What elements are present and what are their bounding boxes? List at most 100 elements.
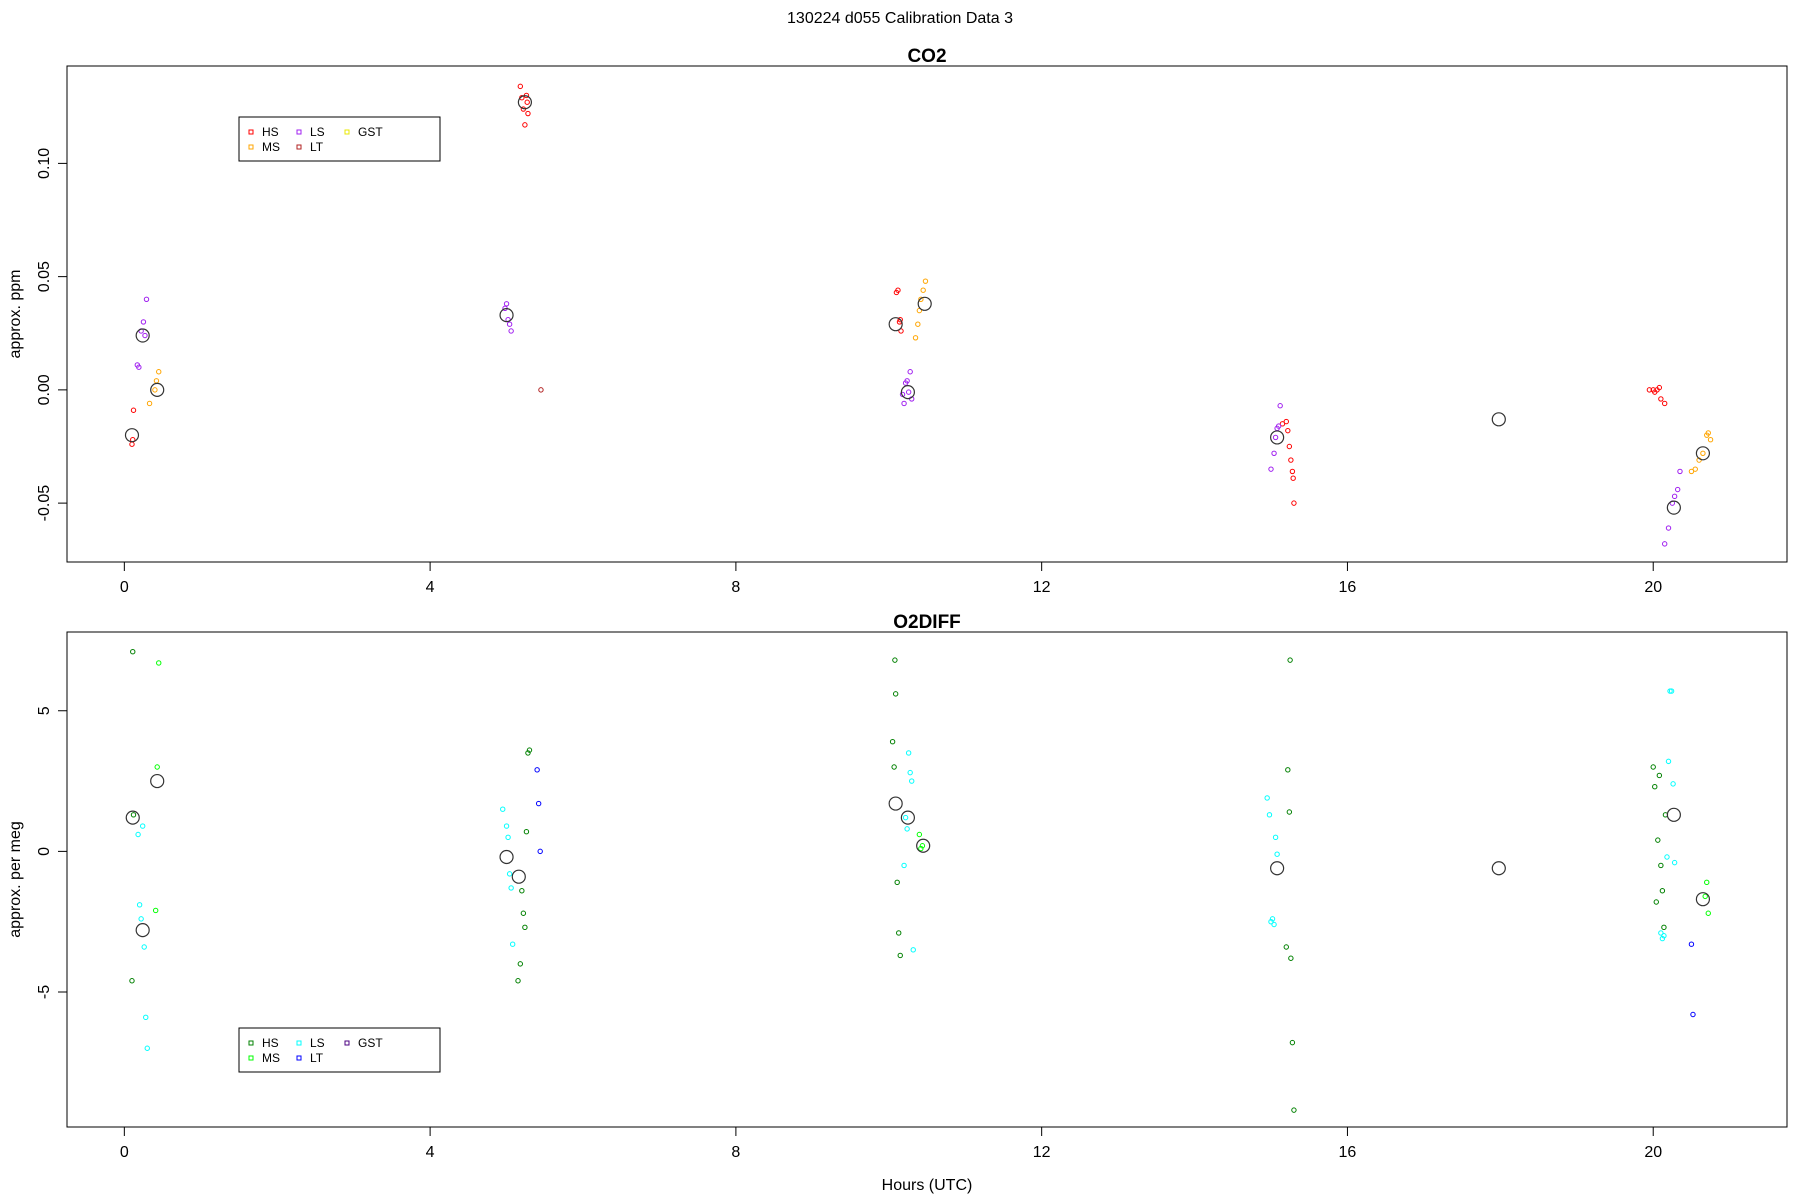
data-point [1285, 427, 1291, 434]
data-point [909, 778, 915, 784]
x-tick-label: 12 [1033, 579, 1051, 596]
data-point [1668, 688, 1675, 694]
data-point [1702, 893, 1708, 900]
data-point [136, 364, 142, 370]
legend-marker [296, 1040, 302, 1046]
data-point [505, 834, 511, 841]
y-tick-label: 0 [36, 847, 53, 856]
data-point [1652, 783, 1658, 790]
mean-marker [916, 838, 931, 853]
data-point [1268, 918, 1274, 925]
data-point [517, 961, 524, 967]
y-axis-label: approx. ppm [7, 270, 24, 359]
data-point [1274, 851, 1280, 857]
mean-marker [888, 796, 903, 811]
data-point [1705, 910, 1711, 916]
data-point [1661, 933, 1667, 939]
data-point [1291, 500, 1297, 506]
data-point [139, 823, 146, 829]
data-point [896, 930, 902, 936]
data-point [1704, 879, 1710, 886]
x-tick-label: 0 [120, 579, 129, 596]
series-hs [129, 648, 1669, 1113]
data-point [129, 441, 135, 447]
mean-marker [900, 810, 915, 825]
data-point [891, 764, 897, 770]
data-point [503, 301, 510, 307]
data-point [1665, 758, 1672, 765]
legend-label: LS [310, 1036, 325, 1050]
legend-box [238, 1027, 441, 1073]
series-lt [538, 387, 544, 393]
data-point [902, 814, 909, 821]
data-point [1665, 525, 1672, 531]
data-point [534, 767, 540, 773]
data-point [905, 389, 912, 395]
data-point [1271, 450, 1277, 456]
mean-marker [517, 95, 533, 110]
data-point [1272, 434, 1279, 441]
data-point [889, 738, 896, 745]
mean-marker [499, 849, 514, 865]
mean-marker [150, 773, 165, 789]
data-point [1671, 493, 1678, 500]
data-point [153, 378, 160, 384]
series-lt [534, 767, 1696, 1018]
data-point [143, 296, 150, 302]
data-point [130, 812, 137, 818]
data-point [129, 978, 135, 984]
legend-marker [344, 1040, 350, 1046]
legend-box [238, 116, 441, 162]
data-point [1286, 443, 1293, 450]
page-title: 130224 d055 Calibration Data 3 [787, 10, 1013, 27]
data-point [524, 99, 530, 105]
data-point [1670, 781, 1676, 787]
legend-marker [248, 1040, 254, 1046]
x-tick-label: 12 [1033, 1144, 1051, 1161]
data-point [1269, 916, 1276, 922]
data-point [1658, 396, 1664, 402]
mean-marker [150, 382, 165, 397]
mean-marker [1695, 892, 1711, 907]
x-axis-label: Hours (UTC) [882, 1177, 973, 1194]
mean-marker [900, 385, 915, 400]
data-point [1288, 457, 1294, 463]
chart-panel-1: CO2 0 4 8 12 16 20 -0.05 0.00 0.05 0.10 approx. ppm… [7, 46, 1788, 596]
data-point [535, 800, 542, 807]
legend-marker [344, 129, 350, 135]
data-point [1700, 450, 1706, 456]
data-point [918, 296, 924, 302]
data-point [144, 1045, 150, 1051]
x-tick-label: 8 [731, 1144, 740, 1161]
data-point [912, 335, 919, 341]
mean-marker [125, 810, 140, 825]
data-point [1659, 888, 1666, 894]
legend-marker [296, 129, 302, 135]
legend-marker [248, 144, 254, 150]
data-point [907, 769, 913, 776]
data-point [525, 110, 531, 117]
data-point [537, 848, 543, 855]
mean-marker [1491, 412, 1506, 427]
data-point [1658, 930, 1664, 936]
y-tick-label: 0.05 [36, 261, 53, 292]
data-point [1291, 1107, 1297, 1113]
data-point [1659, 935, 1666, 942]
data-point [1653, 899, 1659, 905]
data-point [1283, 418, 1289, 425]
data-point [897, 952, 903, 959]
mean-marker [135, 328, 150, 343]
data-point [1290, 475, 1296, 481]
data-point [154, 764, 160, 770]
data-point [1674, 486, 1681, 493]
data-point [520, 910, 527, 916]
data-point [1268, 466, 1274, 472]
data-point [1707, 436, 1714, 443]
mean-markers [124, 95, 1711, 515]
y-axis-label: approx. per meg [7, 821, 24, 938]
data-point [538, 387, 544, 393]
data-point [515, 978, 521, 984]
data-point [522, 122, 528, 128]
data-point [1289, 468, 1296, 475]
data-point [1690, 1011, 1696, 1018]
